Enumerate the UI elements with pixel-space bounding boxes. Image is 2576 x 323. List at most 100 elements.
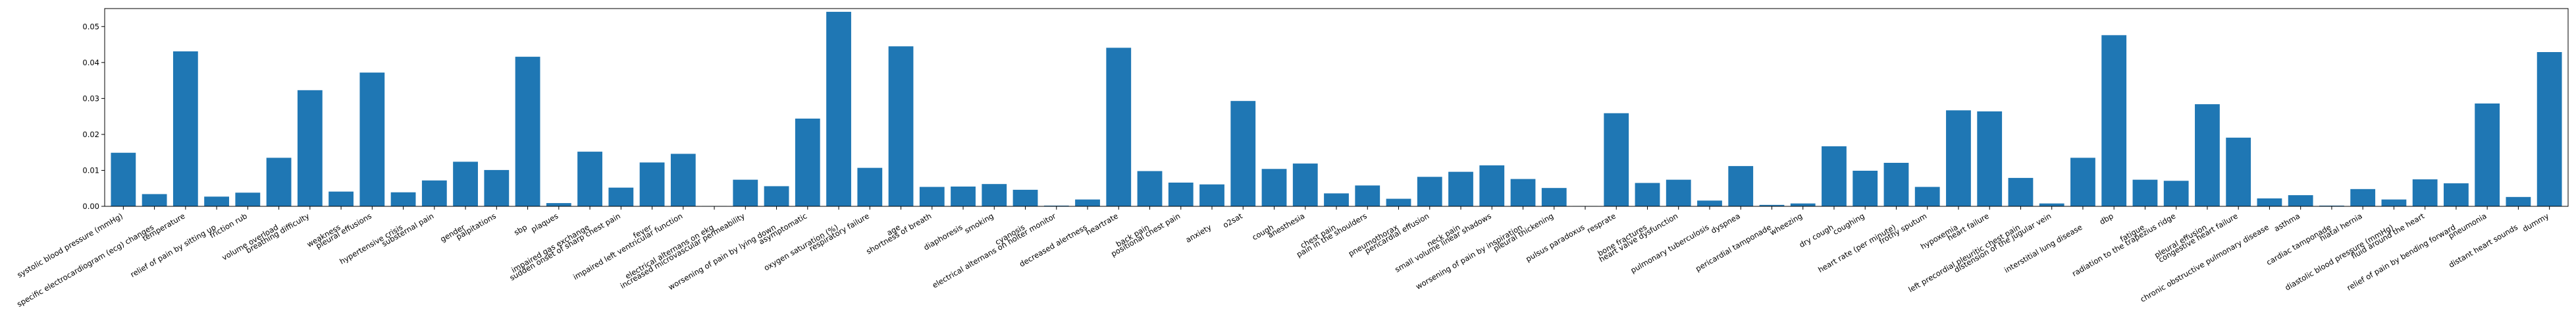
bar-63	[2070, 158, 2095, 206]
bar-74	[2412, 179, 2438, 206]
x-tick-label: o2sat	[1221, 211, 1244, 229]
bar-62	[2039, 203, 2064, 206]
plot-frame	[104, 8, 2569, 207]
bar-2	[172, 51, 198, 206]
bar-50	[1666, 179, 1691, 206]
bar-64	[2101, 35, 2127, 206]
bar-26	[919, 187, 945, 206]
bar-20	[733, 179, 758, 206]
bar-14	[546, 203, 571, 206]
bar-75	[2444, 183, 2469, 206]
bars-group	[111, 11, 2562, 207]
bar-39	[1324, 193, 1349, 206]
bar-13	[515, 57, 540, 206]
x-tick-label: wheezing	[1768, 211, 1804, 237]
bar-1	[142, 194, 167, 206]
bar-44	[1479, 165, 1505, 206]
bar-10	[421, 180, 447, 206]
bar-3	[204, 196, 229, 206]
bar-59	[1946, 110, 1971, 206]
bar-17	[639, 162, 665, 206]
bar-32	[1106, 47, 1132, 206]
x-tick-label: sbp	[512, 222, 529, 237]
bar-66	[2163, 181, 2189, 206]
x-tick-label: coughing	[1831, 211, 1866, 237]
bar-24	[857, 167, 883, 206]
x-tick-label: anxiety	[1184, 222, 1213, 245]
x-tick-label: distension of the jugular vein	[1953, 211, 2053, 274]
x-tick-label: breathing difficulty	[244, 211, 311, 255]
bar-54	[1790, 203, 1816, 206]
bar-45	[1510, 179, 1536, 206]
bar-15	[577, 152, 602, 206]
bar-60	[1977, 111, 2003, 206]
bar-27	[951, 187, 976, 206]
bar-72	[2350, 189, 2376, 206]
bar-52	[1728, 165, 1754, 206]
bar-35	[1199, 184, 1224, 206]
bar-56	[1853, 171, 1878, 206]
bar-55	[1822, 146, 1847, 206]
bar-46	[1541, 188, 1567, 206]
bar-36	[1230, 101, 1256, 206]
bar-0	[111, 152, 136, 206]
bar-68	[2226, 137, 2251, 206]
bar-29	[1012, 189, 1038, 206]
x-tick-label: diaphoresis	[922, 222, 964, 252]
x-tick-label: shortness of breath	[864, 211, 933, 256]
bar-67	[2195, 104, 2220, 206]
x-tick-label: heartrate	[1084, 211, 1120, 237]
bar-48	[1604, 113, 1629, 206]
bar-21	[764, 186, 789, 206]
bar-51	[1697, 200, 1722, 206]
y-tick-label: 0.05	[82, 22, 99, 31]
x-tick-label: resprate	[1585, 211, 1617, 235]
y-tick-label: 0.02	[82, 130, 99, 139]
bar-78	[2537, 52, 2562, 206]
bar-57	[1883, 163, 1909, 206]
bar-42	[1417, 177, 1442, 206]
x-tick-label: pericardial effusion	[1363, 211, 1431, 255]
bar-41	[1386, 198, 1411, 206]
bar-28	[982, 184, 1007, 206]
bar-61	[2008, 177, 2034, 206]
bar-25	[888, 46, 914, 206]
bar-18	[670, 154, 696, 206]
bar-58	[1914, 187, 1940, 206]
x-tick-label: dyspnea	[1709, 211, 1741, 235]
bar-11	[453, 162, 478, 206]
bar-77	[2506, 196, 2531, 206]
bar-9	[390, 192, 416, 206]
x-axis: systolic blood pressure (mmHg)specific e…	[15, 206, 2550, 308]
y-tick-label: 0.04	[82, 58, 99, 67]
bar-49	[1635, 183, 1660, 206]
bar-12	[484, 169, 510, 206]
bar-8	[359, 73, 385, 206]
x-tick-label: plaques	[529, 211, 560, 234]
y-axis: 0.00 0.01 0.02 0.03 0.04 0.05	[82, 22, 105, 211]
bar-43	[1448, 171, 1473, 206]
bar-40	[1355, 185, 1380, 206]
bar-31	[1075, 199, 1100, 206]
x-tick-label: dry cough	[1797, 222, 1835, 249]
bar-23	[826, 11, 851, 207]
bar-16	[608, 187, 634, 206]
x-tick-label: sudden onset of sharp chest pain	[508, 211, 622, 282]
y-tick-label: 0.01	[82, 165, 99, 175]
y-tick-label: 0.03	[82, 94, 99, 103]
x-tick-label: radiation to the trapezius ridge	[2070, 211, 2177, 278]
bar-69	[2257, 198, 2282, 206]
bar-6	[297, 90, 323, 206]
x-tick-label: smoking	[963, 211, 995, 235]
y-tick-label: 0.00	[82, 202, 99, 211]
bar-38	[1292, 163, 1318, 206]
bar-70	[2288, 195, 2313, 206]
bar-73	[2381, 199, 2407, 206]
bar-33	[1137, 171, 1163, 206]
bar-5	[266, 158, 292, 206]
x-tick-label: small volume linear shadows	[1393, 211, 1492, 274]
bar-22	[795, 118, 820, 206]
bar-4	[235, 192, 261, 206]
bar-76	[2475, 103, 2500, 206]
